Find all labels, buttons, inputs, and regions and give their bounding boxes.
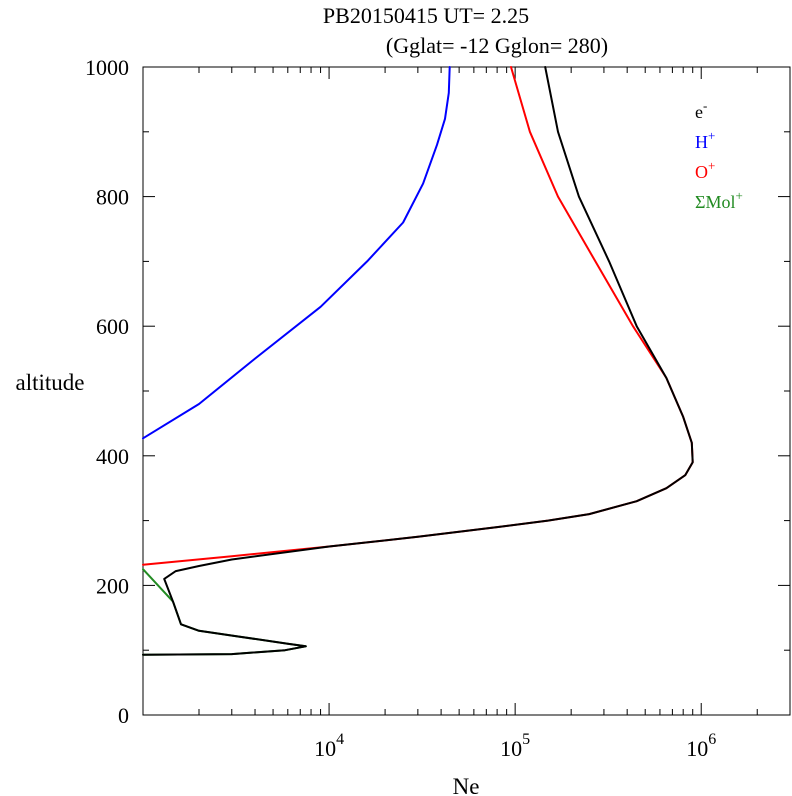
chart-title-line2: (Gglat= -12 Gglon= 280) (386, 33, 608, 58)
plot-frame (142, 66, 791, 716)
y-tick-label: 200 (96, 573, 129, 598)
x-tick-label: 105 (500, 731, 530, 761)
y-axis-ticks: 0 200 400 600 800 1000 (85, 55, 790, 728)
series-line-0 (142, 66, 694, 656)
legend-entry: H+ (695, 128, 715, 152)
chart-title-line1: PB20150415 UT= 2.25 (323, 3, 529, 28)
x-tick-label: 104 (314, 731, 344, 761)
y-tick-label: 0 (118, 703, 129, 728)
legend-entry: e- (695, 98, 707, 122)
y-tick-label: 400 (96, 444, 129, 469)
series-lines (142, 66, 694, 656)
legend-entry: O+ (695, 158, 715, 182)
y-tick-label: 1000 (85, 55, 129, 80)
x-tick-label: 106 (686, 731, 716, 761)
legend: e- H+ O+ ΣMol+ (695, 98, 743, 212)
y-tick-label: 600 (96, 314, 129, 339)
series-line-2 (142, 66, 694, 566)
y-axis-label: altitude (16, 370, 85, 395)
y-tick-label: 800 (96, 185, 129, 210)
x-axis-ticks: 104 105 106 (142, 67, 791, 761)
x-axis-label: Ne (453, 774, 480, 796)
legend-entry: ΣMol+ (695, 188, 743, 212)
series-line-1 (142, 66, 451, 440)
